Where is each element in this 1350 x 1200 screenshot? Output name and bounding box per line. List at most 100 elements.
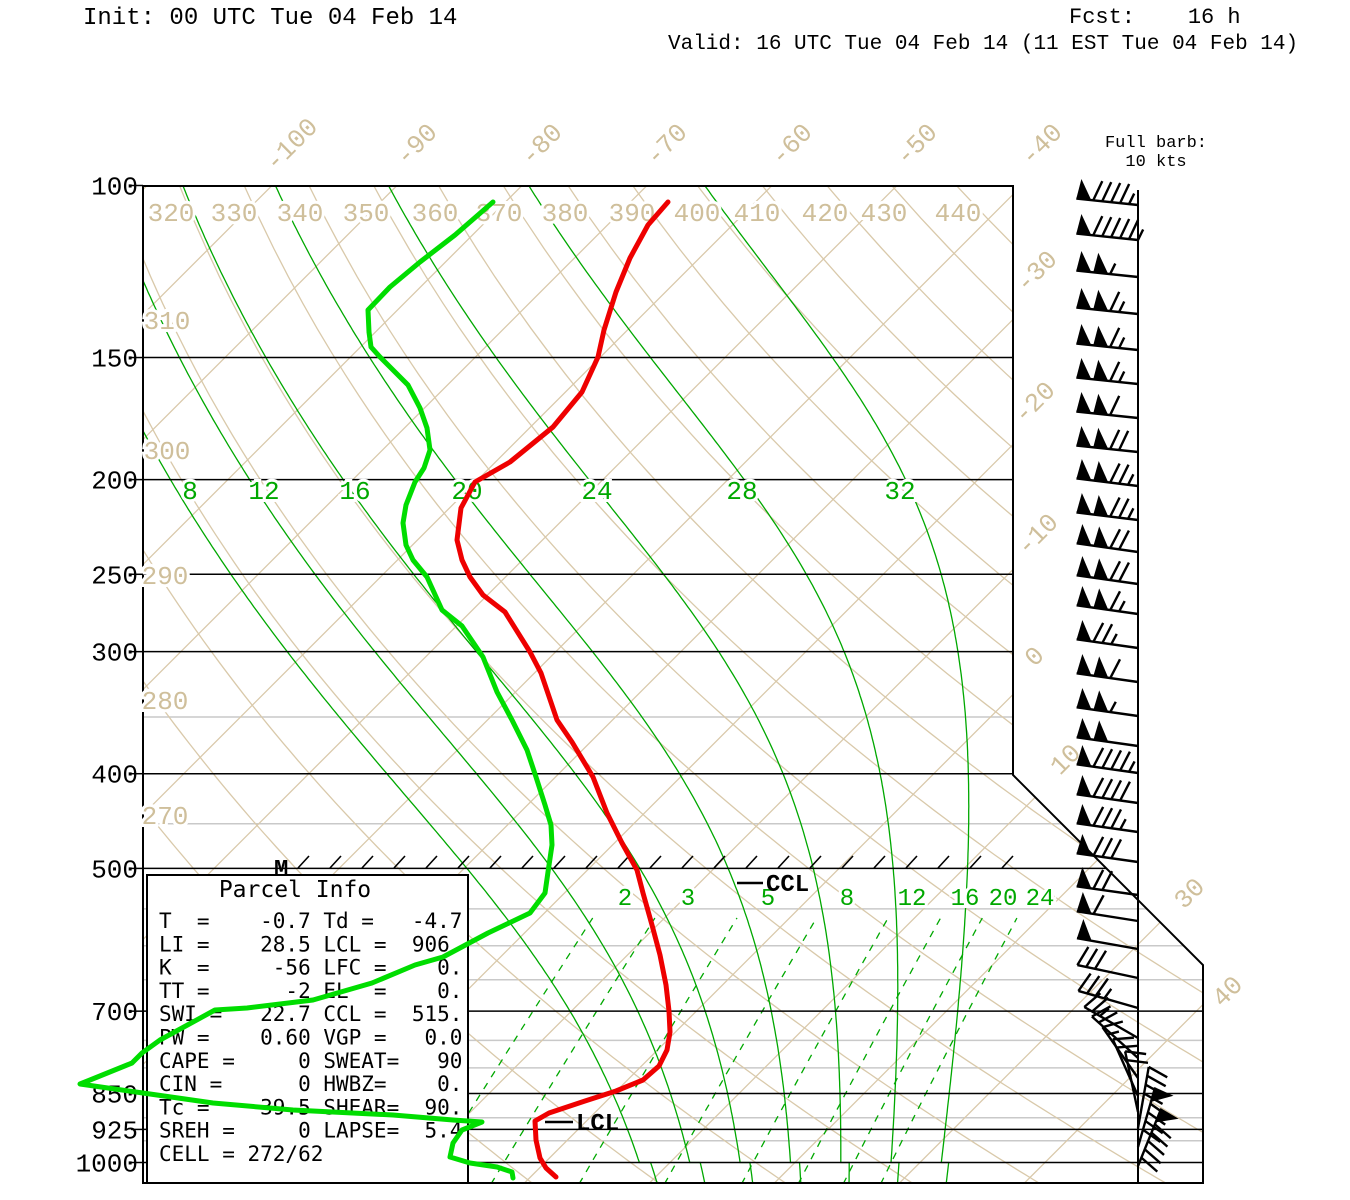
dewpoint-trace	[77, 199, 555, 1181]
isotherm	[143, 186, 772, 1183]
grid-label: 24	[1026, 886, 1055, 913]
grid-label: 420	[802, 199, 849, 229]
parcel-info-row: LI = 28.5 LCL = 906.	[159, 932, 462, 956]
grid-label: -80	[515, 118, 569, 172]
grid-label: 310	[144, 307, 191, 337]
moist-adiabat	[143, 186, 706, 1183]
grid-label: 270	[142, 802, 189, 832]
dry-adiabat	[143, 186, 1041, 1183]
dry-adiabat	[373, 186, 1203, 1183]
grid-label: 340	[277, 199, 324, 229]
level-markers: M CCL LCL	[274, 857, 809, 1138]
grid-label: 28	[726, 477, 757, 507]
grid-label: 350	[343, 199, 390, 229]
grid-label: 3	[681, 886, 695, 913]
grid-label: -30	[1010, 245, 1064, 299]
dry-adiabat	[143, 186, 915, 1183]
wind-barb	[1076, 458, 1139, 488]
mixing-ratio-line	[842, 917, 983, 1183]
isotherm	[649, 186, 1203, 1183]
grid-label: -50	[890, 118, 944, 172]
wind-barb	[1076, 523, 1139, 554]
grid-label: 300	[144, 437, 191, 467]
dry-adiabat	[632, 186, 1203, 1183]
wind-barb-legend-line2: 10 kts	[1125, 153, 1187, 172]
wind-barb	[1076, 653, 1139, 684]
wind-barb	[1076, 585, 1139, 616]
wind-barb	[1076, 619, 1139, 650]
grid-label: 2	[618, 886, 632, 913]
dry-adiabat	[243, 186, 1203, 1183]
grid-label: 330	[211, 199, 258, 229]
grid-label: 380	[542, 199, 589, 229]
dry-adiabat	[955, 186, 1203, 1183]
grid-label: 5	[761, 886, 775, 913]
parcel-info-row: CIN = 0 HWBZ= 0.	[159, 1072, 462, 1096]
isotherm	[143, 186, 897, 1183]
grid-label: 12	[898, 886, 927, 913]
grid-label: 370	[476, 199, 523, 229]
lcl-marker: LCL	[576, 1111, 619, 1138]
dry-adiabat	[567, 186, 1203, 1183]
wind-barb	[1076, 866, 1139, 897]
moist-adiabat	[182, 186, 754, 1183]
parcel-info-row: CELL = 272/62	[159, 1142, 323, 1166]
wind-barb	[1076, 323, 1139, 352]
isotherm	[143, 186, 147, 1183]
parcel-info-row: SREH = 0 LAPSE= 5.4	[159, 1119, 462, 1143]
mixing-ratio-line	[797, 917, 942, 1183]
isotherm	[143, 186, 397, 1183]
wind-barb	[1076, 687, 1139, 718]
grid-label: 440	[935, 199, 982, 229]
wind-barb	[1076, 892, 1139, 923]
grid-label: -60	[765, 118, 819, 172]
wind-barb	[1076, 213, 1145, 242]
grid-label: 8	[840, 886, 854, 913]
wind-barbs	[1076, 178, 1179, 1183]
grid-label: -40	[1015, 118, 1069, 172]
wind-barb	[1076, 744, 1139, 775]
grid-label: -20	[1008, 376, 1062, 430]
dry-adiabat	[502, 186, 1203, 1183]
grid-label: 430	[861, 199, 908, 229]
parcel-info-title: Parcel Info	[219, 877, 371, 903]
grid-label: 200	[91, 467, 138, 497]
grid-label: 280	[142, 687, 189, 717]
isotherm	[774, 186, 1203, 1183]
moist-adiabat	[143, 186, 658, 1183]
isotherm	[899, 186, 1203, 1183]
wind-barb	[1076, 774, 1139, 805]
mixing-ratio-line	[578, 917, 738, 1183]
dry-adiabat	[826, 186, 1203, 1183]
mixing-ratio-line	[423, 917, 594, 1183]
dry-adiabat	[761, 186, 1203, 1183]
grid-label: 925	[91, 1116, 138, 1146]
wind-barb	[1076, 250, 1139, 279]
grid-label: 32	[884, 477, 915, 507]
wind-barb	[1083, 992, 1139, 1040]
wind-barb	[1076, 357, 1139, 386]
grid-label: 410	[734, 199, 781, 229]
grid-label: 400	[674, 199, 721, 229]
grid-label: 0	[1019, 641, 1051, 673]
wind-barb	[1076, 919, 1139, 951]
wind-barb	[1076, 833, 1139, 864]
wind-barb-legend: Full barb: 10 kts	[1100, 134, 1212, 172]
wind-barb	[1076, 425, 1139, 454]
wind-barb	[1076, 803, 1139, 834]
wind-barb	[1076, 946, 1139, 980]
mixing-ratio-line	[490, 917, 656, 1183]
grid-label: 100	[91, 173, 138, 203]
wind-barb	[1076, 492, 1139, 522]
grid-label: 12	[248, 477, 279, 507]
forecast-hour-label: Fcst: 16 h	[1069, 5, 1241, 30]
grid-label: 700	[91, 998, 138, 1028]
grid-label: 320	[148, 199, 195, 229]
wind-barb	[1076, 555, 1139, 586]
wind-barb	[1076, 178, 1139, 207]
wind-barb-legend-line1: Full barb:	[1104, 134, 1208, 153]
moist-adiabat	[388, 186, 850, 1183]
wind-barb	[1101, 1020, 1139, 1079]
